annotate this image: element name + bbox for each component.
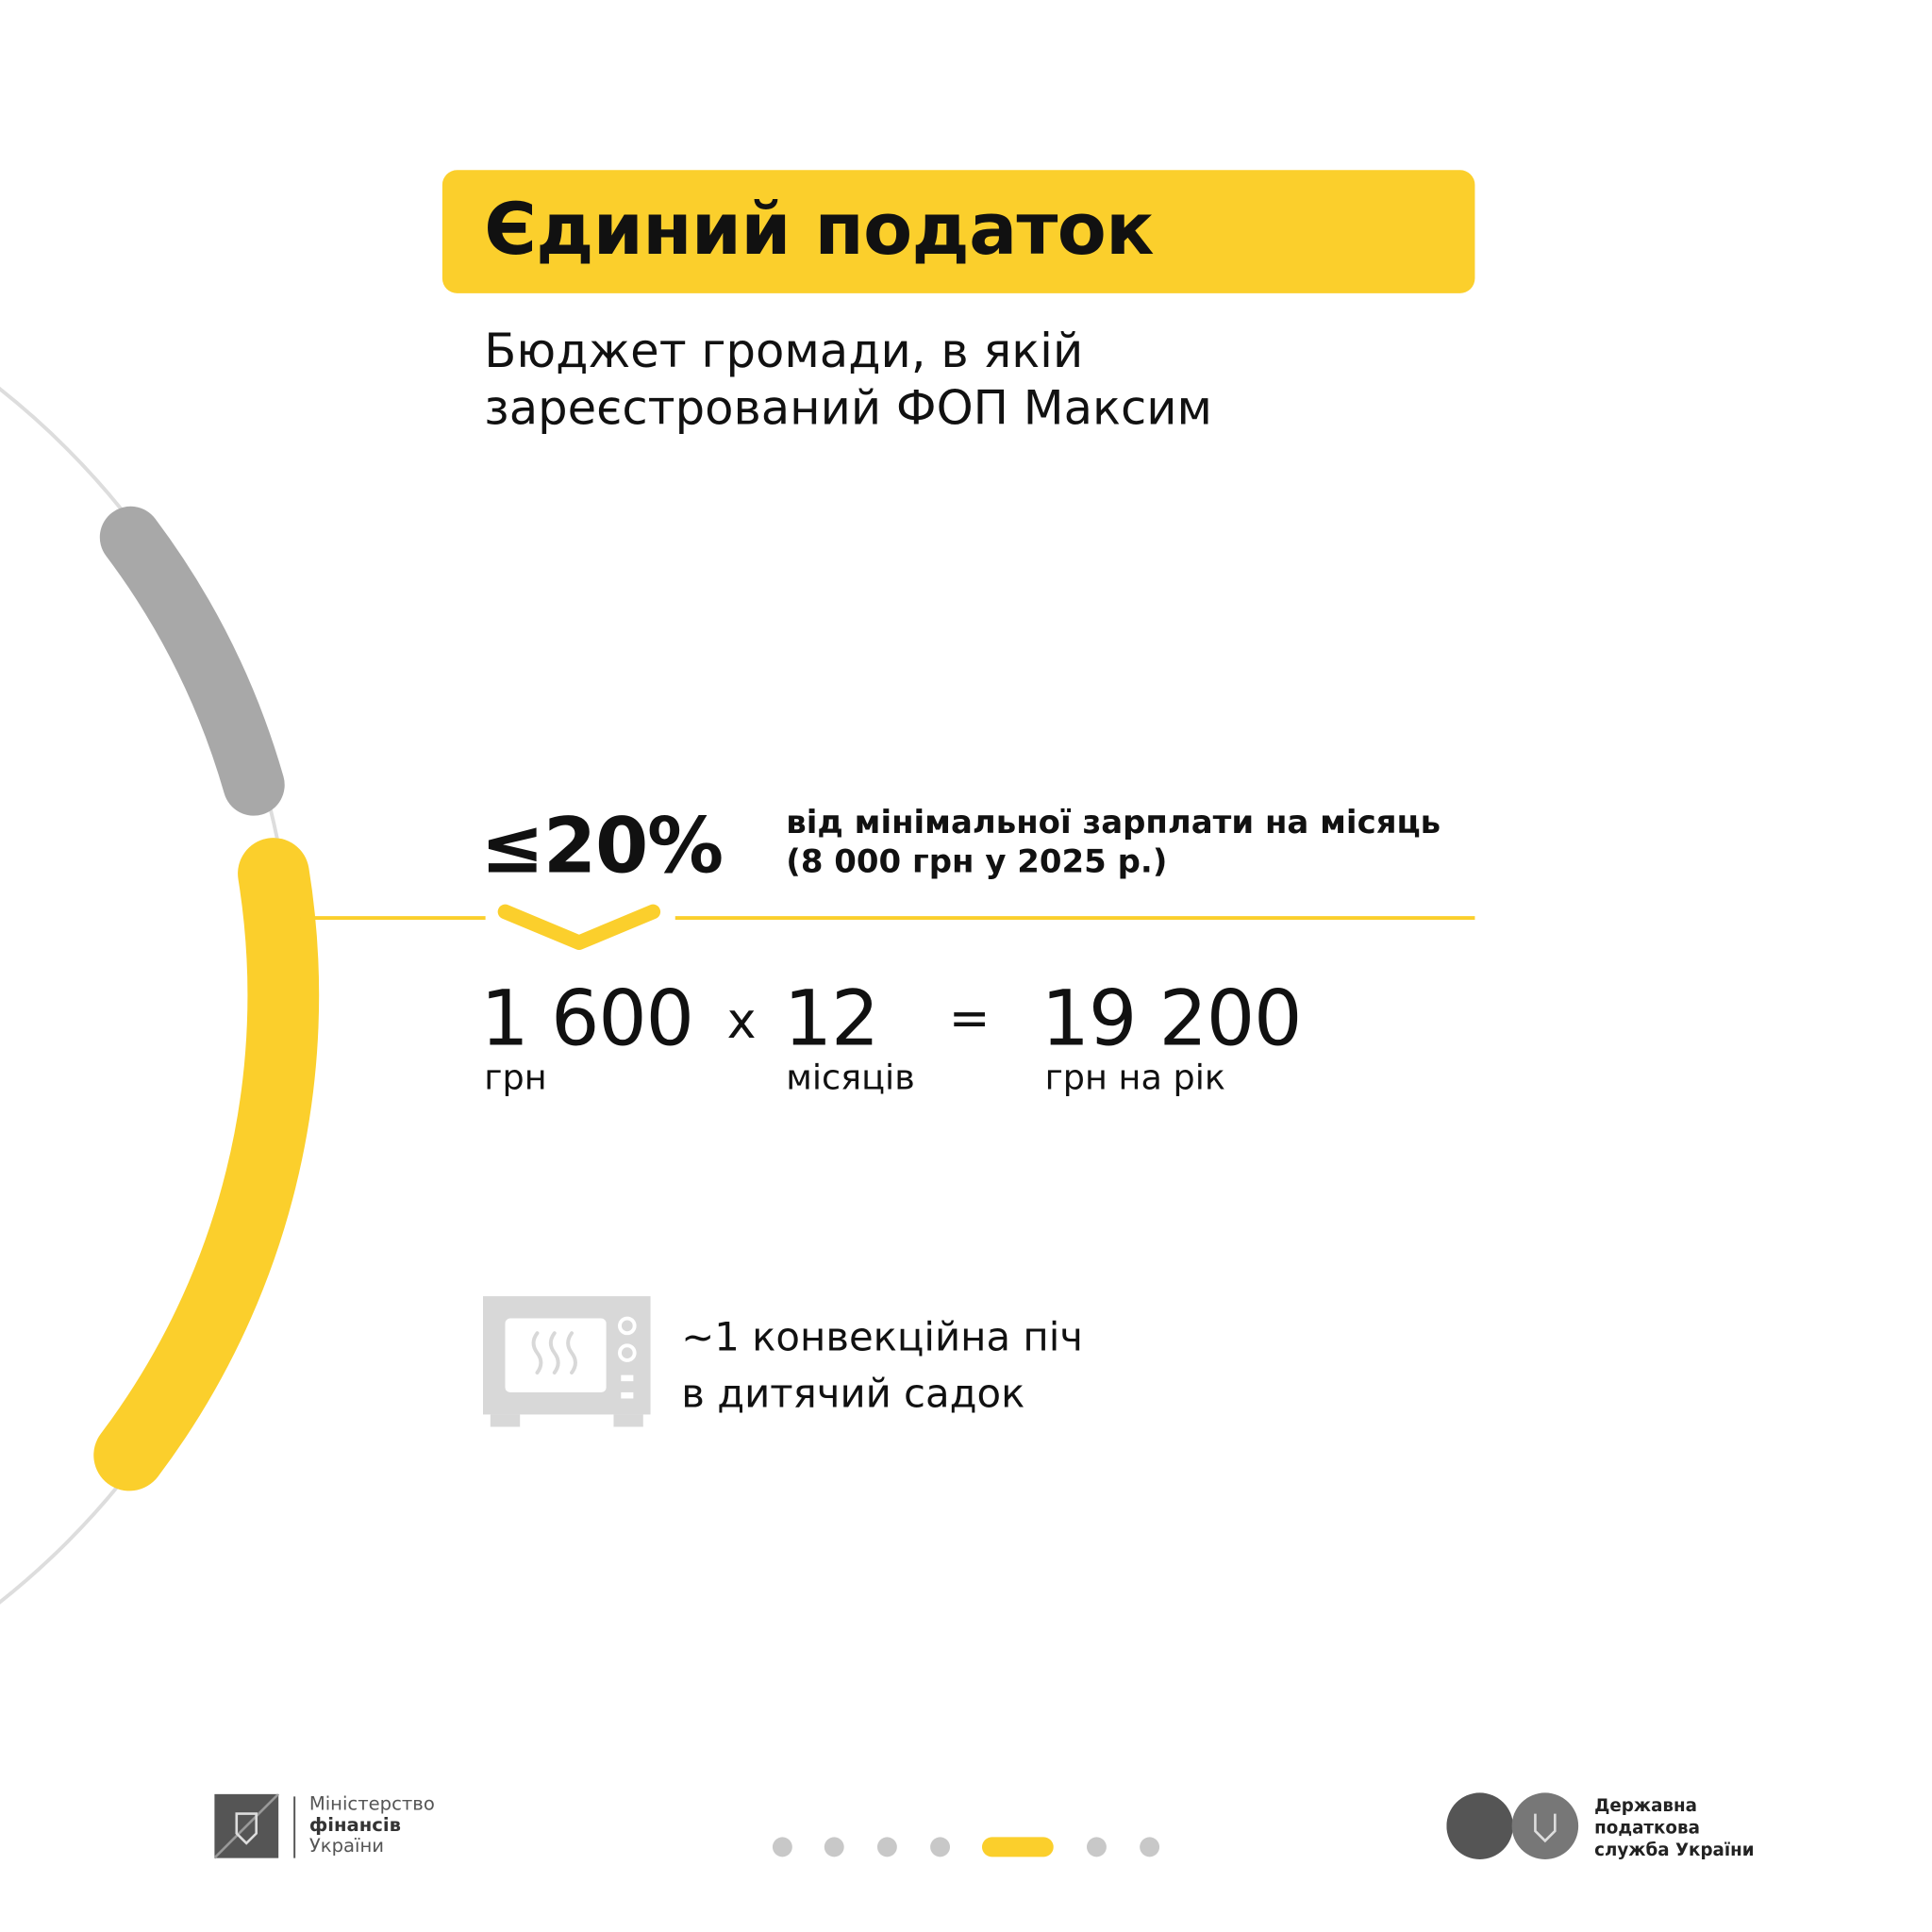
ministry-of-finance-name: Міністерство фінансів України	[308, 1792, 435, 1857]
title-banner	[441, 170, 1475, 293]
page-dot-active[interactable]	[981, 1837, 1054, 1857]
tax-service-logo	[1446, 1792, 1579, 1859]
ministry-of-finance-logo	[214, 1793, 296, 1859]
logo-line: служба України	[1594, 1840, 1755, 1861]
subtitle: Бюджет громади, в якій зареєстрований ФО…	[484, 323, 1212, 436]
rate-value: ≤20%	[480, 800, 724, 891]
logo-line: Міністерство	[308, 1792, 435, 1815]
yearly-unit: грн на рік	[1044, 1057, 1225, 1098]
logo-line: податкова	[1594, 1818, 1700, 1839]
equivalent-line: ~1 конвекційна піч	[681, 1313, 1083, 1360]
rate-note: від мінімальної зарплати на місяць (8 00…	[786, 804, 1441, 883]
logo-line: фінансів	[308, 1813, 402, 1837]
convection-oven-icon	[482, 1296, 651, 1427]
subtitle-line: зареєстрований ФОП Максим	[484, 380, 1212, 436]
monthly-unit: грн	[484, 1057, 547, 1098]
page-dot[interactable]	[1140, 1837, 1160, 1857]
page-dot[interactable]	[1086, 1837, 1107, 1857]
months-count: 12	[783, 973, 880, 1064]
times-sign: x	[726, 992, 757, 1050]
page-dot[interactable]	[772, 1837, 792, 1857]
yellow-arc-segment	[93, 838, 320, 1491]
logo-line: України	[308, 1834, 385, 1857]
page-dot[interactable]	[876, 1837, 897, 1857]
tax-service-name: Державна податкова служба України	[1594, 1795, 1754, 1862]
equivalent-text: ~1 конвекційна піч в дитячий садок	[681, 1308, 1083, 1422]
monthly-amount: 1 600	[480, 973, 694, 1064]
equals-sign: =	[948, 991, 991, 1048]
logo-line: Державна	[1594, 1796, 1697, 1817]
equivalent-line: в дитячий садок	[681, 1370, 1025, 1418]
page-title: Єдиний податок	[484, 187, 1154, 272]
rate-note-line: від мінімальної зарплати на місяць	[786, 804, 1441, 842]
rate-note-line: (8 000 грн у 2025 р.)	[786, 843, 1168, 881]
gray-arc-segment	[99, 506, 285, 816]
page-dot[interactable]	[824, 1837, 844, 1857]
chevron-down-icon	[497, 904, 661, 951]
yearly-total: 19 200	[1041, 973, 1303, 1064]
page-dot[interactable]	[930, 1837, 951, 1857]
subtitle-line: Бюджет громади, в якій	[484, 324, 1084, 378]
months-unit: місяців	[786, 1057, 915, 1098]
